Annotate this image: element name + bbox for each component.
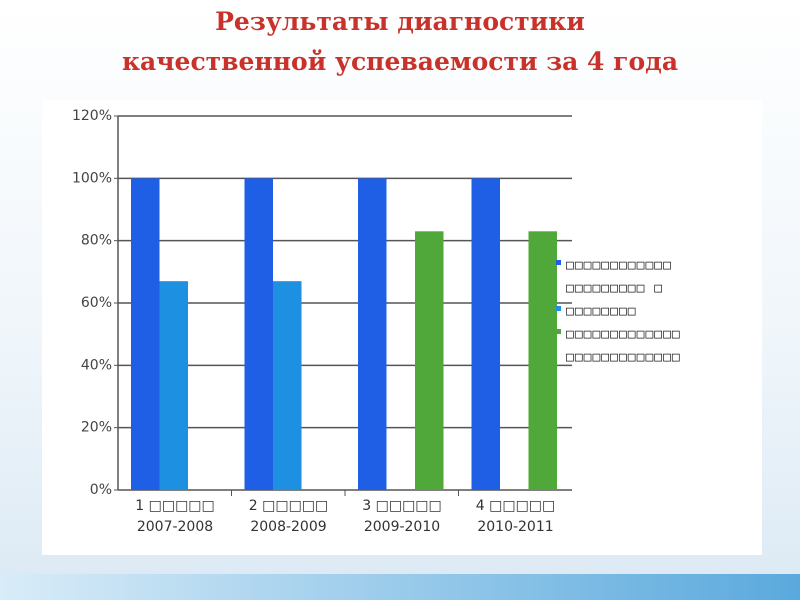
legend-marker	[556, 306, 561, 311]
bar	[273, 281, 302, 490]
legend-marker	[556, 329, 561, 334]
footer-strip	[0, 574, 800, 600]
y-tick-label: 60%	[81, 295, 112, 311]
y-tick-label: 80%	[81, 233, 112, 249]
bar	[528, 231, 557, 491]
bar	[471, 178, 500, 491]
x-tick-label: 2 □□□□□ 2008-2009	[248, 498, 329, 535]
x-tick-label: 3 □□□□□ 2009-2010	[362, 498, 442, 535]
bar	[358, 178, 387, 491]
legend-label: □□□□□□□□□□□□□ □□□□□□□□□□□□□	[566, 327, 681, 365]
x-tick-label: 4 □□□□□ 2010-2011	[475, 498, 556, 535]
legend-label: □□□□□□□□	[566, 304, 637, 319]
bar	[159, 281, 188, 490]
y-tick-label: 100%	[72, 170, 112, 186]
chart-title: Результаты диагностики качественной успе…	[121, 7, 679, 76]
x-tick-label: 1 □□□□□ 2007-2008	[135, 498, 215, 535]
bar	[244, 178, 273, 491]
bar	[415, 231, 444, 491]
y-tick-label: 120%	[72, 108, 112, 124]
legend-marker	[556, 260, 561, 265]
y-tick-label: 20%	[81, 420, 112, 436]
y-tick-label: 0%	[90, 482, 112, 498]
y-tick-label: 40%	[81, 357, 112, 373]
legend-label: □□□□□□□□□□□□ □□□□□□□□□ □	[566, 258, 672, 296]
bar	[131, 178, 160, 491]
